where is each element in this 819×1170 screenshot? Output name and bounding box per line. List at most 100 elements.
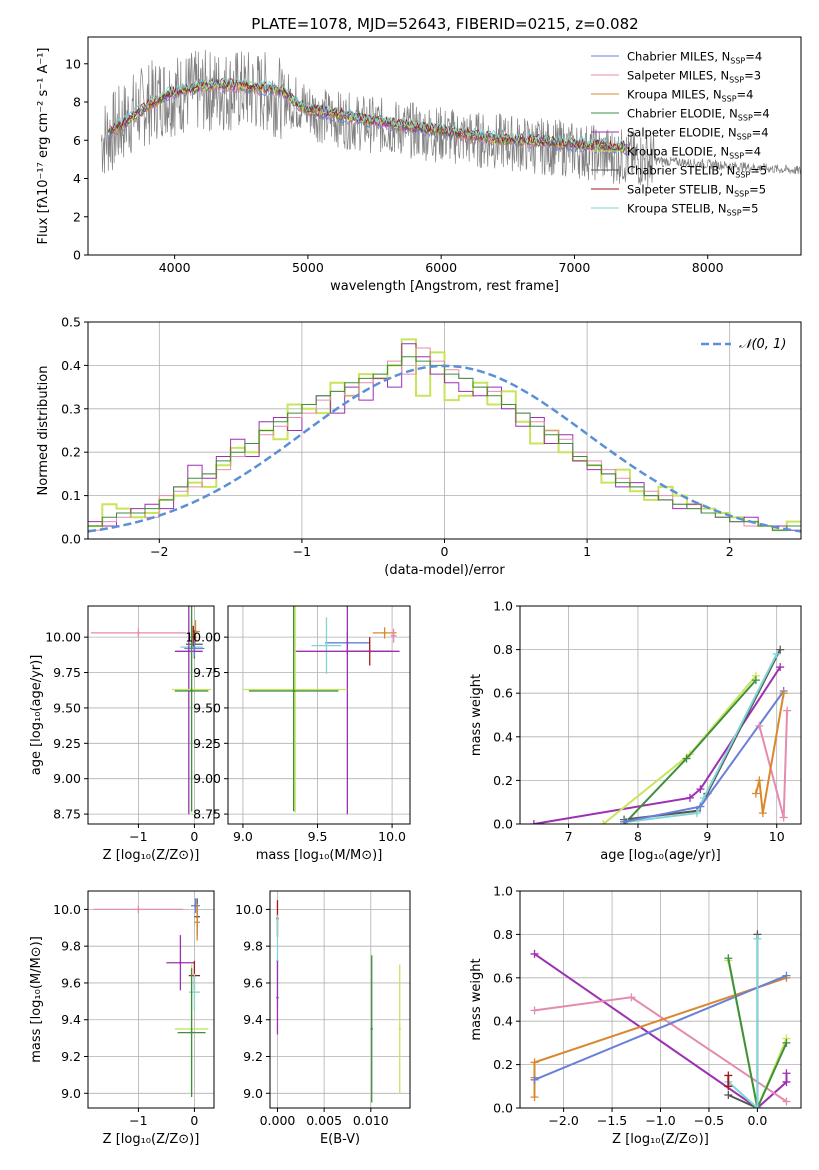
weight-marker bbox=[758, 809, 767, 818]
weight-marker bbox=[782, 1038, 791, 1047]
y-tick-label: 10.00 bbox=[185, 630, 221, 645]
y-tick-label: 9.2 bbox=[243, 1049, 263, 1064]
y-tick-label: 0.0 bbox=[61, 532, 81, 547]
x-tick-label: 7000 bbox=[559, 260, 591, 275]
x-tick-label: −2.0 bbox=[548, 1113, 578, 1128]
data-point bbox=[187, 650, 190, 653]
x-tick-label: 7 bbox=[565, 829, 573, 844]
y-tick-label: 1.0 bbox=[493, 599, 513, 614]
weight-marker bbox=[692, 809, 701, 818]
y-tick-label: 10.0 bbox=[235, 902, 263, 917]
y-tick-label: 9.4 bbox=[243, 1012, 263, 1027]
y-axis-label: mass [log₁₀(M/M⊙)] bbox=[29, 936, 44, 1063]
y-tick-label: 0.6 bbox=[493, 686, 513, 701]
weight-line bbox=[727, 958, 788, 1108]
data-point bbox=[346, 650, 349, 653]
y-tick-label: 0.2 bbox=[493, 1057, 513, 1072]
weight-line bbox=[623, 690, 785, 823]
weight-marker bbox=[753, 1104, 762, 1108]
weight-line bbox=[533, 953, 788, 1108]
legend-label: 𝒩(0, 1) bbox=[739, 337, 786, 352]
panel-mass_vs_ebv: 0.000 0.005 0.010 9.0 9.2 9.4 9.6 9.8 10.0 E(B-V) bbox=[235, 890, 411, 1147]
y-axis-label: Normed distribution bbox=[36, 366, 51, 496]
y-tick-label: 0.8 bbox=[493, 927, 513, 942]
y-tick-label: 0.1 bbox=[61, 488, 81, 503]
x-axis-label: wavelength [Angstrom, rest frame] bbox=[330, 279, 559, 294]
x-tick-label: 0 bbox=[441, 544, 449, 559]
x-tick-label: −1.0 bbox=[645, 1113, 675, 1128]
data-point bbox=[194, 904, 197, 907]
x-tick-label: 0.000 bbox=[260, 1113, 296, 1128]
x-tick-label: −1 bbox=[129, 1113, 147, 1128]
legend-label: Kroupa MILES, NSSP=4 bbox=[627, 88, 753, 104]
x-tick-label: 0 bbox=[190, 1113, 198, 1128]
y-tick-label: 0.4 bbox=[493, 1014, 513, 1029]
plot-area bbox=[242, 606, 400, 815]
x-axis-label: Z [log₁₀(Z/Z⊙)] bbox=[612, 1132, 709, 1147]
y-tick-label: 0.0 bbox=[493, 1101, 513, 1116]
x-tick-label: 1 bbox=[583, 544, 591, 559]
weight-marker bbox=[529, 820, 538, 824]
x-tick-label: 8000 bbox=[692, 260, 724, 275]
y-tick-label: 0.6 bbox=[493, 970, 513, 985]
x-tick-label: −1.5 bbox=[597, 1113, 627, 1128]
weight-line bbox=[533, 976, 787, 1098]
y-tick-label: 8.75 bbox=[53, 807, 81, 822]
x-tick-label: −1 bbox=[129, 829, 147, 844]
x-tick-label: 9.5 bbox=[308, 829, 328, 844]
legend-label: Salpeter ELODIE, NSSP=4 bbox=[627, 126, 769, 142]
y-tick-label: 9.00 bbox=[193, 771, 221, 786]
weight-marker bbox=[530, 1006, 539, 1015]
plot-area bbox=[530, 930, 791, 1108]
x-tick-label: −1 bbox=[293, 544, 311, 559]
weight-marker bbox=[751, 676, 760, 685]
weight-marker bbox=[530, 1075, 539, 1084]
legend-label: Chabrier STELIB, NSSP=5 bbox=[627, 164, 767, 180]
y-tick-label: 9.75 bbox=[53, 665, 81, 680]
y-tick-label: 8 bbox=[73, 95, 81, 110]
weight-line bbox=[754, 693, 785, 814]
x-axis-label: Z [log₁₀(Z/Z⊙)] bbox=[103, 1132, 200, 1147]
panel-age_vs_Z: −1 0 8.75 9.00 9.25 9.50 9.75 10.00 Z [log₁₀(Z/Z… bbox=[29, 605, 215, 863]
y-tick-label: 0.4 bbox=[493, 729, 513, 744]
plot-area bbox=[529, 645, 792, 824]
y-tick-label: 9.00 bbox=[53, 771, 81, 786]
y-tick-label: 9.4 bbox=[61, 1012, 81, 1027]
legend-label: Chabrier MILES, NSSP=4 bbox=[627, 50, 762, 66]
plot-area bbox=[276, 900, 401, 1103]
weight-marker bbox=[782, 1069, 791, 1078]
data-point bbox=[276, 996, 279, 999]
data-point bbox=[190, 689, 193, 693]
y-tick-label: 2 bbox=[73, 209, 81, 224]
data-point bbox=[196, 921, 199, 924]
plot-area bbox=[100, 49, 801, 189]
y-tick-label: 8.75 bbox=[193, 807, 221, 822]
y-tick-label: 9.0 bbox=[243, 1086, 263, 1101]
data-point bbox=[392, 634, 395, 637]
x-tick-label: 0.0 bbox=[747, 1113, 767, 1128]
legend-label: Kroupa ELODIE, NSSP=4 bbox=[627, 145, 761, 161]
weight-marker bbox=[753, 934, 762, 943]
y-tick-label: 0.5 bbox=[61, 315, 81, 330]
data-point bbox=[370, 1027, 373, 1031]
weight-marker bbox=[724, 1082, 733, 1091]
y-tick-label: 6 bbox=[73, 133, 81, 148]
weight-marker bbox=[682, 754, 691, 763]
weight-marker bbox=[724, 1090, 733, 1099]
weight-marker bbox=[776, 663, 785, 672]
y-tick-label: 0 bbox=[73, 248, 81, 263]
weight-marker bbox=[724, 954, 733, 963]
histogram-series bbox=[88, 356, 801, 531]
axes-frame bbox=[227, 605, 411, 825]
y-tick-label: 0.4 bbox=[61, 358, 81, 373]
legend-label: Salpeter MILES, NSSP=3 bbox=[627, 69, 761, 85]
x-tick-label: 5000 bbox=[292, 260, 324, 275]
axes-frame bbox=[87, 890, 215, 1109]
panel-spectrum: 4000 5000 6000 7000 8000 0 2 4 6 8 10 wavelength [A… bbox=[36, 36, 802, 294]
x-tick-label: 4000 bbox=[159, 260, 191, 275]
x-axis-label: mass [log₁₀(M/M⊙)] bbox=[256, 848, 383, 863]
y-tick-label: 9.25 bbox=[53, 736, 81, 751]
x-tick-label: 8 bbox=[634, 829, 642, 844]
weight-marker bbox=[696, 785, 705, 794]
